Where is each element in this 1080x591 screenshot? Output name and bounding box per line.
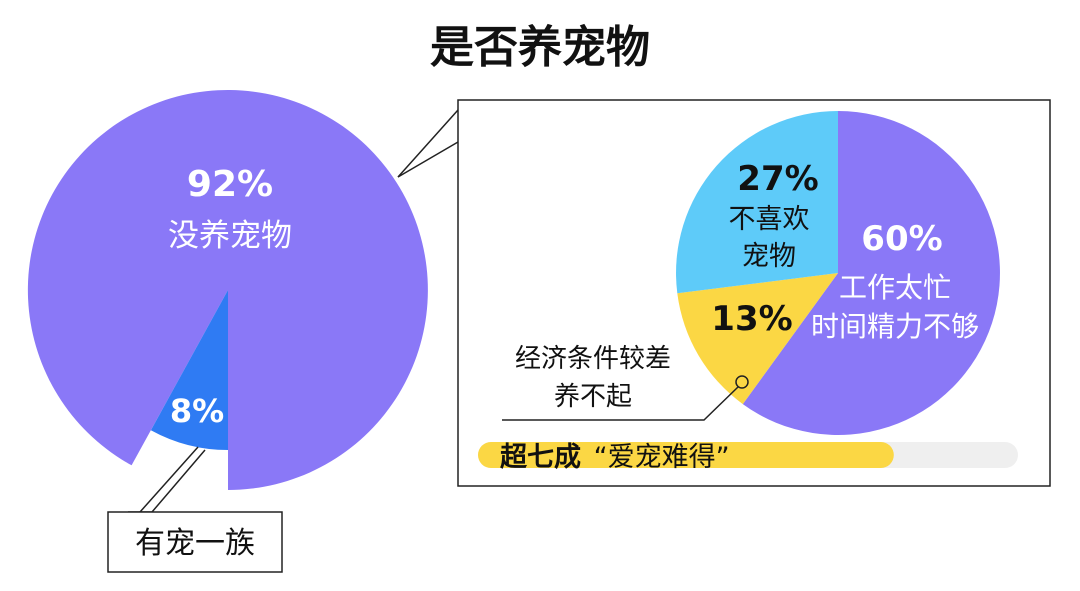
summary-quote-text: “爱宠难得” bbox=[594, 442, 730, 473]
reasons-pie-chart bbox=[676, 111, 1000, 435]
cost-callout: 经济条件较差 养不起 bbox=[502, 344, 749, 421]
busy-percent-label: 60% bbox=[861, 219, 942, 259]
own-pet-percent-label: 8% bbox=[170, 392, 224, 430]
pie-slice-dislike bbox=[676, 111, 838, 294]
cost-callout-line bbox=[502, 386, 739, 421]
own-pet-callout: 有宠一族 bbox=[107, 446, 283, 573]
summary-bar-text: 超七成 “爱宠难得” bbox=[500, 442, 730, 473]
pie-slice-no-pet bbox=[27, 90, 428, 490]
summary-bold-text: 超七成 bbox=[500, 442, 581, 473]
own-pet-callout-box bbox=[107, 511, 283, 573]
pie-slice-busy bbox=[742, 111, 1000, 435]
busy-line2-label: 时间精力不够 bbox=[811, 310, 979, 343]
main-pie-chart bbox=[27, 90, 428, 490]
no-pet-percent-label: 92% bbox=[187, 164, 273, 205]
dislike-line1-label: 不喜欢 bbox=[729, 204, 810, 235]
busy-line1-label: 工作太忙 bbox=[839, 271, 951, 304]
cost-line1-label: 经济条件较差 bbox=[515, 344, 671, 374]
dislike-line2-label: 宠物 bbox=[742, 241, 796, 272]
pie-slice-own-pet bbox=[150, 290, 228, 450]
cost-callout-marker bbox=[735, 375, 749, 389]
own-pet-callout-line-inner bbox=[139, 446, 199, 513]
dislike-percent-label: 27% bbox=[737, 159, 818, 199]
zoom-pointer bbox=[397, 109, 459, 178]
no-pet-text-label: 没养宠物 bbox=[168, 218, 292, 254]
cost-line2-label: 养不起 bbox=[554, 382, 632, 412]
own-pet-callout-line bbox=[128, 449, 206, 513]
pie-slice-cost bbox=[677, 273, 838, 405]
chart-title: 是否养宠物 bbox=[430, 22, 650, 73]
summary-bar: 超七成 “爱宠难得” bbox=[478, 442, 1018, 473]
cost-percent-label: 13% bbox=[711, 299, 792, 339]
summary-bar-fill bbox=[478, 442, 894, 468]
own-pet-callout-text: 有宠一族 bbox=[135, 526, 255, 561]
